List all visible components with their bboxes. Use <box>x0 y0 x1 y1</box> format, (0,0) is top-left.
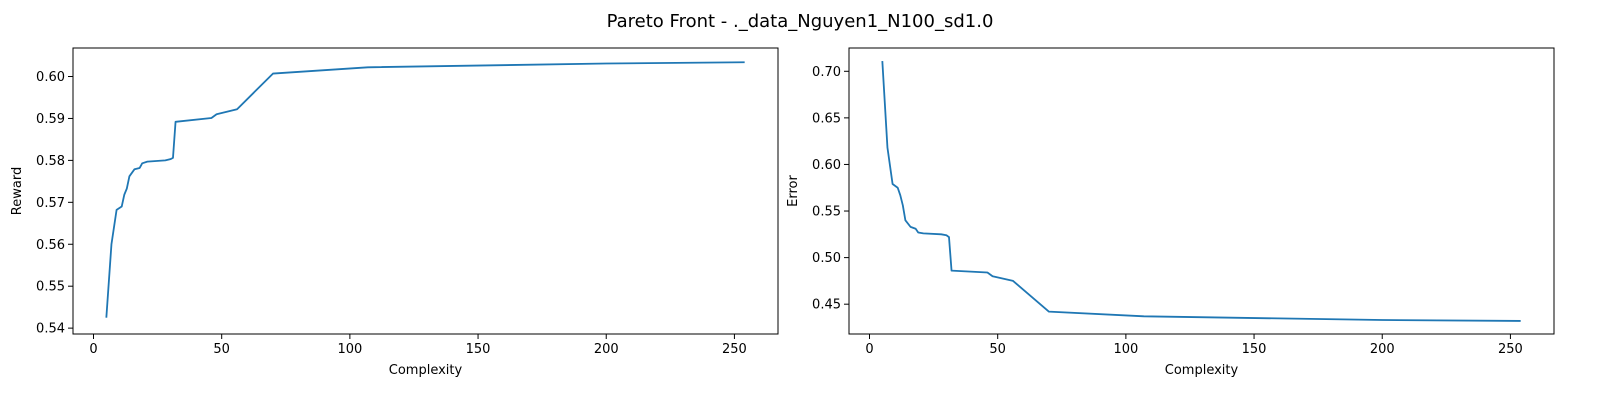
error-x-axis-label: Complexity <box>1165 363 1239 378</box>
error-x-tick-label: 0 <box>865 342 873 357</box>
error-y-tick-label: 0.60 <box>812 158 841 173</box>
error-x-tick-label: 150 <box>1242 342 1267 357</box>
error-x-tick-label: 200 <box>1370 342 1395 357</box>
chart-error: 0 50 100 150 200 250 0.45 0.50 0.55 0.60 0.65 0.70 C… <box>786 47 1555 378</box>
reward-y-tick-label: 0.56 <box>36 238 65 253</box>
error-y-tick-label: 0.45 <box>812 298 841 313</box>
reward-y-tick-label: 0.58 <box>36 154 65 169</box>
reward-y-axis-label: Reward <box>10 167 25 215</box>
chart-reward: 0 50 100 150 200 250 0.54 0.55 0.56 0.57 0.58 0.59 0… <box>10 47 779 378</box>
error-series-line <box>881 60 1521 322</box>
reward-x-tick-label: 50 <box>213 342 230 357</box>
reward-series-line <box>105 61 745 318</box>
reward-x-tick-label: 250 <box>722 342 747 357</box>
reward-y-tick-label: 0.57 <box>36 196 65 211</box>
reward-y-tick-label: 0.55 <box>36 280 65 295</box>
reward-y-tick-label: 0.54 <box>36 322 65 337</box>
reward-axes-frame <box>72 47 779 335</box>
reward-y-tick-label: 0.60 <box>36 70 65 85</box>
error-axes-frame <box>848 47 1555 335</box>
reward-y-tick-label: 0.59 <box>36 112 65 127</box>
error-x-tick-label: 50 <box>989 342 1006 357</box>
reward-x-tick-label: 150 <box>466 342 491 357</box>
reward-x-tick-label: 100 <box>337 342 362 357</box>
error-y-tick-label: 0.70 <box>812 65 841 80</box>
figure-suptitle: Pareto Front - ._data_Nguyen1_N100_sd1.0 <box>607 11 994 32</box>
error-y-tick-label: 0.50 <box>812 251 841 266</box>
error-x-tick-label: 250 <box>1498 342 1523 357</box>
reward-x-tick-label: 200 <box>594 342 619 357</box>
error-y-axis-label: Error <box>786 175 801 207</box>
reward-x-tick-label: 0 <box>89 342 97 357</box>
reward-x-axis-label: Complexity <box>389 363 463 378</box>
error-y-tick-label: 0.65 <box>812 111 841 126</box>
error-y-tick-label: 0.55 <box>812 205 841 220</box>
error-x-tick-label: 100 <box>1113 342 1138 357</box>
